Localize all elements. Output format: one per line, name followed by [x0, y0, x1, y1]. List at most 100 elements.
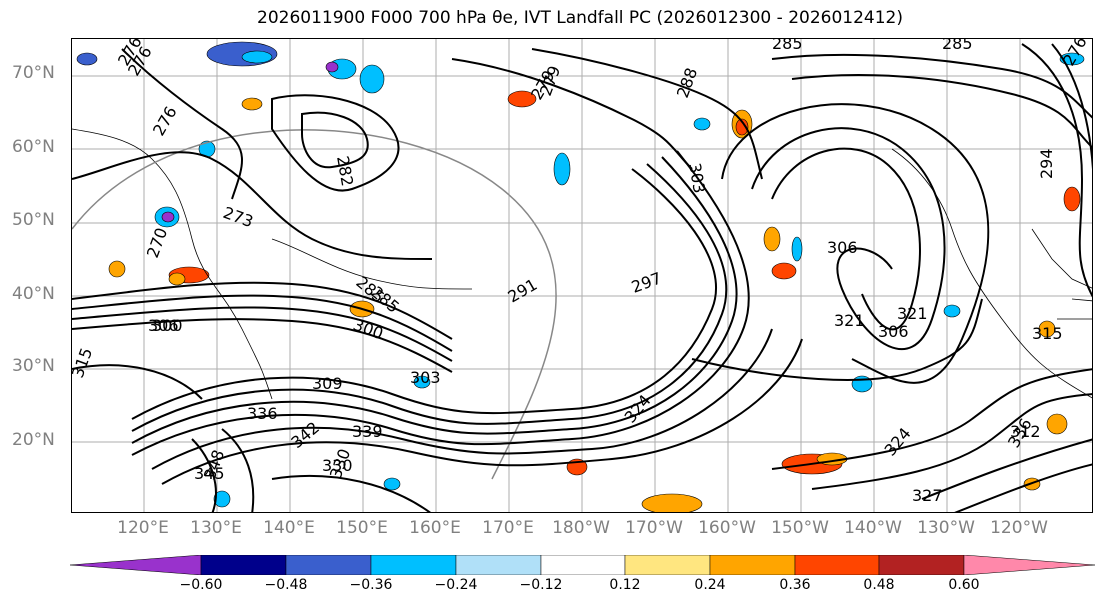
colorbar-segment [794, 555, 880, 575]
anomaly-patch [1063, 186, 1081, 212]
anomaly-patch [693, 117, 711, 131]
colorbar-segment [540, 555, 626, 575]
contour-label: 273 [221, 203, 256, 231]
lon-label: 130°E [190, 518, 242, 538]
contour-label: 303 [685, 161, 709, 194]
colorbar-segment [709, 555, 796, 575]
contour-label: 294 [1037, 148, 1056, 179]
contour-label: 285 [942, 39, 973, 53]
lon-label: 120°W [990, 518, 1048, 538]
lat-label-20n: 20°N [12, 430, 55, 450]
landfall-arc [72, 129, 557, 480]
lon-label: 150°E [336, 518, 388, 538]
contour-label: 315 [72, 345, 96, 380]
coastlines [72, 128, 1092, 400]
anomaly-patch [943, 304, 961, 318]
colorbar-segment [963, 555, 1095, 575]
anomaly-patch [1038, 320, 1056, 338]
lon-label: 180°W [552, 518, 610, 538]
lat-label-30n: 30°N [12, 356, 55, 376]
anomaly-patch [76, 52, 98, 66]
anomaly-patch [108, 260, 126, 278]
theta-e-contours [72, 43, 1092, 512]
contour-label: 276 [149, 103, 181, 139]
colorbar-tick-label: −0.60 [179, 577, 223, 593]
contour-label: 324 [881, 424, 915, 460]
contour-label: 300 [351, 315, 386, 343]
contour-label: 339 [352, 422, 383, 441]
colorbar-segment [285, 555, 372, 575]
colorbar-tick-label: −0.48 [264, 577, 308, 593]
contour-label: 321 [897, 304, 928, 323]
colorbar-segment [370, 555, 457, 575]
anomaly-patch [763, 226, 781, 252]
contour-label: 315 [1032, 324, 1063, 343]
anomaly-patch [507, 90, 537, 108]
map-canvas: 2762762792792762822732702852883033063002… [72, 39, 1092, 512]
lon-label: 120°E [117, 518, 169, 538]
colorbar [70, 555, 1095, 575]
contour-label: 279 [536, 63, 564, 98]
anomaly-patch [241, 97, 263, 111]
contour-label: 282 [333, 154, 357, 187]
contour-label: 297 [629, 268, 664, 296]
contour-label: 306 [148, 316, 179, 335]
lon-label: 160°E [409, 518, 461, 538]
contour-label: 300 [152, 316, 183, 335]
contour-label: 306 [827, 238, 858, 257]
lon-label: 130°W [917, 518, 975, 538]
lon-label: 150°W [771, 518, 829, 538]
anomaly-patch [735, 118, 749, 136]
colorbar-tick-label: 0.12 [609, 577, 641, 593]
anomaly-patch [325, 61, 339, 73]
colorbar-segment [455, 555, 542, 575]
colorbar-tick-label: −0.36 [349, 577, 393, 593]
gridlines [72, 39, 1092, 512]
contour-label: 276 [1059, 39, 1091, 69]
anomaly-patch [161, 211, 175, 223]
colorbar-tick-label: −0.12 [519, 577, 563, 593]
map-panel: 276 276 279 279 276 282 273 270 285 288 303 306 300 2… [71, 38, 1093, 513]
contour-label: 312 [1010, 422, 1041, 441]
colorbar-segment [624, 555, 711, 575]
anomaly-patch [771, 262, 797, 280]
colorbar-tick-label: −0.24 [434, 577, 478, 593]
contour-label: 285 [772, 39, 803, 53]
contour-label: 321 [834, 311, 865, 330]
anomaly-patch [413, 375, 431, 389]
colorbar-tick-label: 0.48 [863, 577, 895, 593]
contour-label: 270 [143, 225, 171, 260]
contour-label: 330 [322, 456, 353, 475]
contour-label: 309 [312, 374, 343, 393]
anomaly-patch [791, 236, 803, 262]
lon-label: 170°W [625, 518, 683, 538]
lon-label: 140°W [844, 518, 902, 538]
contour-label: 345 [194, 464, 225, 483]
contour-label: 342 [287, 418, 323, 452]
lon-label: 140°E [263, 518, 315, 538]
contour-label: 336 [247, 404, 278, 423]
contour-labels: 2762762792792762822732702852883033063002… [72, 39, 1091, 505]
colorbar-segment [878, 555, 965, 575]
contour-label: 288 [673, 65, 701, 100]
anomaly-patch [168, 272, 186, 286]
lon-label: 160°W [698, 518, 756, 538]
anomaly-patch [553, 152, 571, 186]
chart-title: 2026011900 F000 700 hPa θe, IVT Landfall… [257, 8, 903, 28]
contour-label: 306 [878, 322, 909, 341]
contour-label: 324 [621, 391, 655, 427]
colorbar-segment [200, 555, 287, 575]
anomaly-patch [241, 50, 273, 64]
lat-label-70n: 70°N [12, 63, 55, 83]
lon-label: 170°E [482, 518, 534, 538]
lat-label-40n: 40°N [12, 284, 55, 304]
colorbar-tick-label: 0.36 [779, 577, 811, 593]
contour-label: 327 [912, 486, 943, 505]
anomaly-patch [359, 64, 385, 94]
shaded-anomalies [76, 41, 1085, 512]
anomaly-patch [1059, 52, 1085, 66]
colorbar-tick-label: 0.24 [694, 577, 726, 593]
anomaly-patch [213, 490, 231, 508]
anomaly-patch [383, 477, 401, 491]
colorbar-tick-label: 0.60 [948, 577, 980, 593]
